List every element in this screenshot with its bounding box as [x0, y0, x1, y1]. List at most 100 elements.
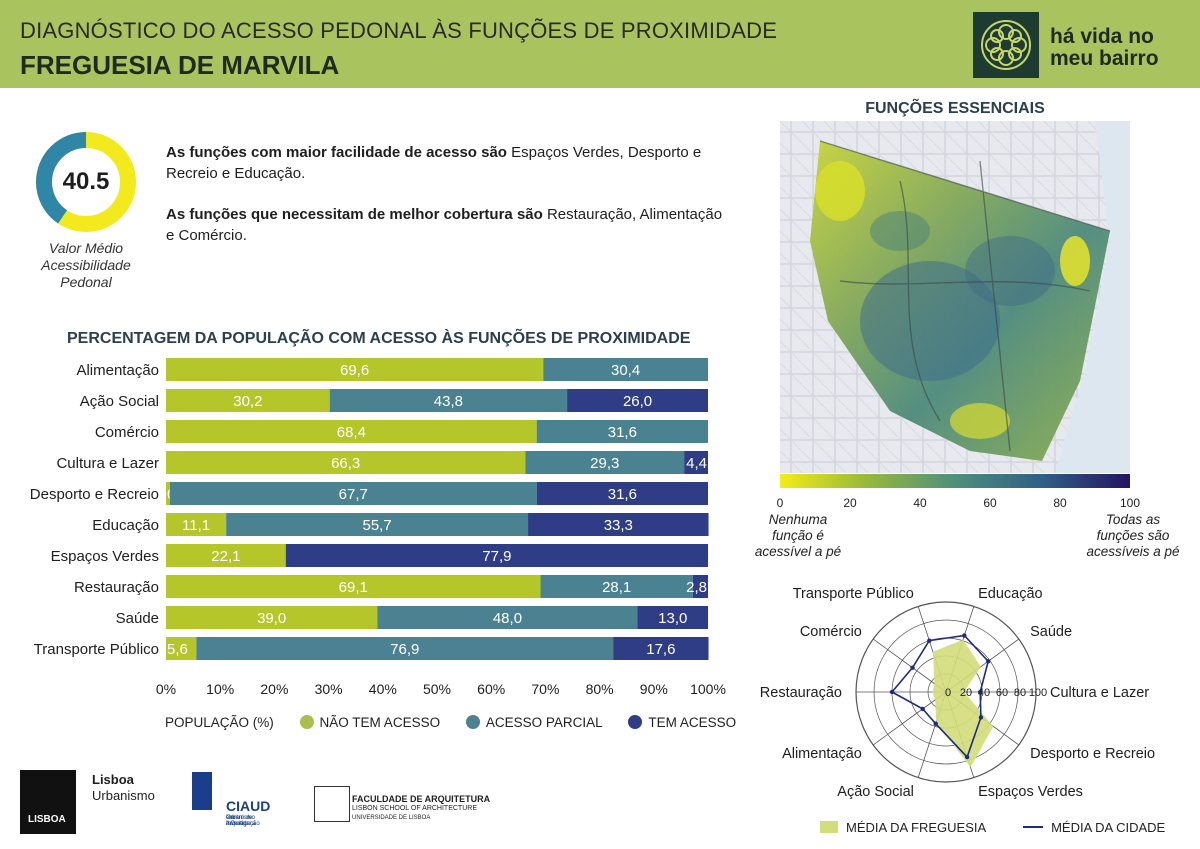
x-tick-label: 80%: [586, 681, 614, 697]
summary-worst-text: Restauração, Alimentação e Comércio.: [166, 206, 723, 244]
bar-segment: [166, 482, 170, 505]
x-tick-label: 100%: [690, 681, 726, 697]
bar-data-label: 2,8: [686, 579, 707, 596]
colorbar-tick: 0: [776, 496, 784, 510]
radar-area-freguesia: [932, 639, 994, 768]
bar-segment: [540, 575, 693, 598]
bar-data-label: 77,9: [482, 548, 511, 565]
lisboa-word: Lisboa: [92, 772, 134, 787]
bar-segment: [613, 637, 709, 660]
bar-data-label: 69,6: [340, 362, 369, 379]
bar-segment: [166, 420, 537, 443]
bar-segment: [166, 544, 286, 567]
legend-label: MÉDIA DA CIDADE: [1051, 820, 1166, 835]
legend-item-partial: ACESSO PARCIAL: [465, 714, 603, 730]
bar-data-label: 26,0: [623, 393, 652, 410]
radar-r-tick: 60: [996, 687, 1008, 699]
x-tick-label: 70%: [531, 681, 559, 697]
caption-line: acessíveis a pé: [1086, 544, 1180, 559]
bar-data-label: 11,1: [182, 517, 210, 534]
bar-data-label: 30,4: [611, 362, 640, 379]
legend-label: NÃO TEM ACESSO: [319, 714, 441, 730]
bar-data-label: 48,0: [493, 610, 522, 627]
bar-segment: [536, 420, 708, 443]
brand-name: há vida no meu bairro: [1050, 26, 1159, 70]
x-tick-label: 90%: [640, 681, 668, 697]
x-tick-label: 50%: [423, 681, 451, 697]
map-title: FUNÇÕES ESSENCIAIS: [865, 100, 1045, 117]
bar-data-label: 13,0: [658, 610, 687, 627]
bar-category-label: Saúde: [116, 610, 159, 627]
bar-data-label: 66,3: [331, 455, 360, 472]
summary-worst-lead: As funções que necessitam de melhor cobe…: [166, 206, 543, 223]
urbanismo-word: Urbanismo: [92, 788, 155, 803]
brand-line-1: há vida no: [1050, 25, 1154, 48]
colorbar-tick: 40: [913, 496, 927, 510]
bar-segment: [377, 606, 638, 629]
radar-r-tick: 40: [978, 687, 990, 699]
radar-point: [964, 754, 970, 760]
caption-line: Todas as: [1105, 512, 1161, 527]
radar-point: [962, 633, 967, 638]
fa-building-icon: [314, 786, 350, 822]
bar-segment: [684, 451, 708, 474]
radar-chart: 0 20 40 60 80 100 Educação Saúde Cultura e Lazer…: [760, 586, 1155, 800]
x-tick-label: 10%: [206, 681, 234, 697]
x-tick-label: 20%: [260, 681, 288, 697]
summary-best-text: Espaços Verdes, Desporto e Recreio e Edu…: [166, 144, 702, 182]
page-subtitle: FREGUESIA DE MARVILA: [20, 50, 340, 80]
radar-axis-label: Transporte Público: [793, 586, 914, 602]
bar-data-label: 43,8: [434, 393, 463, 410]
bar-segment: [166, 451, 526, 474]
colorbar-tick: 100: [1119, 496, 1141, 510]
caption-line: acessível a pé: [754, 544, 842, 559]
bar-category-label: Comércio: [95, 424, 159, 441]
lisboa-logo: LISBOA: [20, 770, 76, 834]
bar-segment: [692, 575, 708, 598]
legend-label: MÉDIA DA FREGUESIA: [846, 820, 986, 835]
bar-data-label: 31,6: [608, 486, 637, 503]
radar-r-tick: 80: [1014, 687, 1026, 699]
colorbar: [780, 474, 1130, 488]
radar-axis-label: Cultura e Lazer: [1050, 685, 1149, 701]
bar-segment: [525, 451, 685, 474]
fa-university: UNIVERSIDADE DE LISBOA: [352, 815, 431, 821]
bar-data-label: 39,0: [257, 610, 286, 627]
bar-segment: [166, 637, 197, 660]
score-caption-line: Valor Médio: [48, 240, 124, 256]
radar-point: [927, 638, 932, 643]
ciaud-sub-line: Urbanismo e Design: [226, 815, 256, 827]
radar-point: [889, 689, 895, 695]
radar-r-tick: 100: [1029, 687, 1047, 699]
radar-axis-label: Espaços Verdes: [978, 784, 1083, 800]
radar-axis-label: Educação: [978, 586, 1042, 602]
radar-axis-label: Alimentação: [782, 746, 862, 762]
radar-spoke: [872, 691, 947, 746]
bar-category-label: Cultura e Lazer: [56, 455, 159, 472]
bar-data-label: 55,7: [363, 517, 392, 534]
bar-data-label: 67,7: [339, 486, 368, 503]
bar-data-label: 33,3: [604, 517, 633, 534]
donut-value-arc: [36, 132, 136, 232]
brand-line-2: meu bairro: [1050, 47, 1159, 70]
summary-best: As funções com maior facilidade de acess…: [166, 142, 726, 184]
accessibility-heatmap: [780, 121, 1130, 473]
bar-segment: [166, 389, 330, 412]
bar-data-label: 29,3: [590, 455, 619, 472]
legend-item-no-access: NÃO TEM ACESSO: [299, 714, 441, 730]
fa-name: FACULDADE DE ARQUITETURA: [352, 794, 491, 804]
bar-segment: [166, 513, 227, 536]
bar-segment: [166, 575, 541, 598]
caption-line: funções são: [1096, 528, 1170, 543]
radar-axis-label: Saúde: [1030, 624, 1072, 640]
colorbar-tick: 60: [983, 496, 997, 510]
bar-data-label: 68,4: [337, 424, 366, 441]
legend-swatch-freguesia: [820, 821, 838, 833]
summary-best-lead: As funções com maior facilidade de acess…: [166, 144, 507, 161]
radar-spoke: [872, 638, 947, 693]
bar-category-label: Transporte Público: [34, 641, 159, 658]
score-donut: [34, 130, 138, 234]
page-title: DIAGNÓSTICO DO ACESSO PEDONAL ÀS FUNÇÕES…: [20, 18, 778, 43]
radar-point: [933, 721, 938, 726]
bar-data-label: 30,2: [233, 393, 262, 410]
